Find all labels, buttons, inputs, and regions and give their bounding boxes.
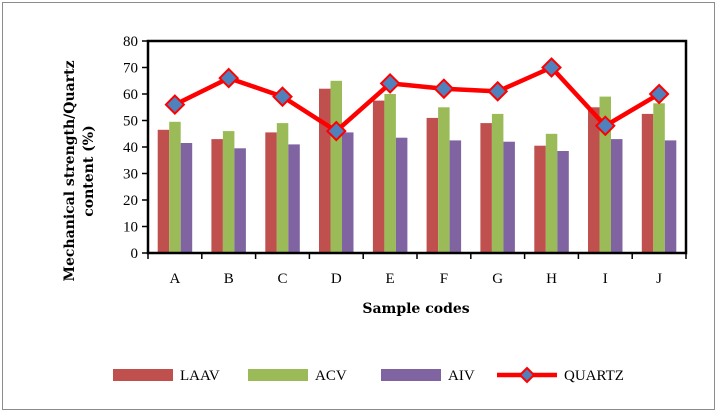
x-tick-label-c: C <box>277 271 287 287</box>
x-tick-label-h: H <box>546 271 557 287</box>
bar-laav-f <box>426 117 439 254</box>
marker-quartz-f <box>433 78 455 100</box>
bar-aiv-j <box>664 140 677 253</box>
y-tick-label-70: 70 <box>123 61 138 77</box>
y-tick-label-80: 80 <box>123 34 138 50</box>
legend-label-aiv: AIV <box>448 368 475 384</box>
bar-aiv-a <box>180 143 193 253</box>
bar-aiv-g <box>503 141 515 253</box>
marker-quartz-h <box>541 57 562 78</box>
legend-swatch-laav <box>113 369 173 381</box>
bar-laav-i <box>588 107 600 254</box>
bar-acv-f <box>438 107 450 254</box>
bars-layer <box>157 80 677 254</box>
legend: LAAV ACV AIV QUARTZ <box>113 366 624 384</box>
marker-quartz-b <box>218 67 240 89</box>
chart-frame <box>2 2 715 410</box>
x-tick-label-a: A <box>169 271 180 287</box>
bar-acv-h <box>545 133 558 254</box>
legend-swatch-aiv <box>381 369 441 381</box>
bar-acv-a <box>169 121 181 253</box>
marker-quartz-i <box>594 115 616 137</box>
legend-label-acv: ACV <box>315 368 347 384</box>
bar-laav-b <box>211 139 223 253</box>
axes-layer <box>142 39 688 259</box>
bar-aiv-d <box>342 132 354 253</box>
y-tick-label-20: 20 <box>123 193 138 209</box>
x-tick-label-e: E <box>386 271 395 287</box>
bar-aiv-i <box>611 139 623 253</box>
bar-laav-d <box>319 88 331 253</box>
y-tick-label-0: 0 <box>131 246 139 262</box>
marker-quartz-e <box>379 72 401 94</box>
bar-laav-h <box>534 145 546 253</box>
bar-acv-c <box>276 123 289 253</box>
bar-acv-e <box>384 94 396 253</box>
marker-quartz-c <box>272 86 293 108</box>
bar-laav-a <box>157 129 170 253</box>
x-tick-label-d: D <box>331 271 342 287</box>
bar-acv-b <box>222 131 235 253</box>
marker-quartz-g <box>487 80 509 102</box>
legend-swatch-marker-quartz <box>518 366 536 384</box>
bar-aiv-b <box>234 148 246 253</box>
y-tick-label-30: 30 <box>123 167 138 183</box>
x-tick-label-g: G <box>492 271 503 287</box>
bar-acv-i <box>599 96 611 253</box>
x-tick-label-j: J <box>656 271 662 287</box>
bar-acv-j <box>653 103 665 253</box>
bar-acv-g <box>491 113 504 254</box>
bar-aiv-c <box>288 144 300 253</box>
marker-quartz-j <box>648 83 670 105</box>
line-quartz <box>173 65 661 134</box>
y-tick-label-60: 60 <box>123 87 138 103</box>
bar-laav-c <box>265 132 277 253</box>
bar-aiv-h <box>557 151 569 253</box>
legend-swatch-acv <box>248 369 308 381</box>
bar-laav-j <box>641 113 654 254</box>
y-axis-title-line-2: content (%) <box>81 125 97 217</box>
tick-labels: 0 10 20 30 40 50 60 70 80 A B C D E F G H I J <box>123 34 662 287</box>
marker-quartz-d <box>325 120 347 142</box>
bar-acv-d <box>330 80 342 254</box>
marker-quartz-a <box>164 94 186 116</box>
y-tick-label-50: 50 <box>123 114 138 130</box>
bar-aiv-f <box>449 140 462 253</box>
y-axis-title-line-1: Mechanical strength/Quartz <box>62 60 78 281</box>
x-tick-label-i: I <box>603 271 608 287</box>
legend-label-laav: LAAV <box>180 368 220 384</box>
legend-label-quartz: QUARTZ <box>564 368 624 384</box>
bar-laav-g <box>480 123 492 253</box>
y-tick-label-40: 40 <box>123 140 138 156</box>
x-tick-label-b: B <box>224 271 234 287</box>
y-tick-label-10: 10 <box>123 220 138 236</box>
bar-aiv-e <box>395 137 408 253</box>
quartz-line-layer <box>164 57 670 142</box>
x-axis-title: Sample codes <box>362 301 469 317</box>
x-tick-label-f: F <box>440 271 448 287</box>
bar-laav-e <box>372 100 385 253</box>
